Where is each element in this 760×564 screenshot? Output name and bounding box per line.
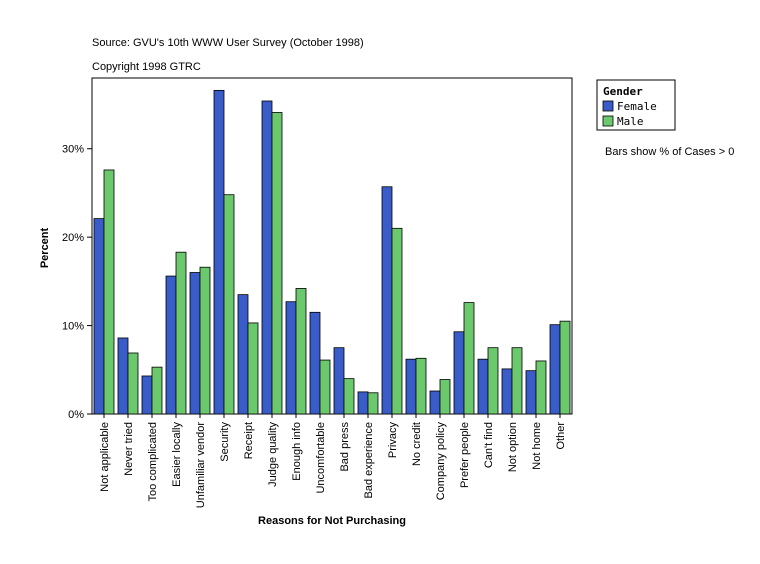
bar: [175, 251, 187, 415]
bar: [391, 227, 403, 415]
bar: [285, 301, 297, 415]
x-tick-label: No credit: [411, 422, 423, 466]
y-axis-label: Percent: [39, 227, 51, 268]
x-tick-label: Never tried: [123, 422, 135, 476]
y-tick-label: 20%: [62, 232, 84, 244]
bar: [117, 337, 129, 415]
bar: [477, 358, 489, 415]
bar: [367, 392, 379, 415]
x-tick-label: Unfamiliar vendor: [195, 422, 207, 509]
bar: [415, 357, 427, 415]
y-tick-label: 10%: [62, 321, 84, 333]
legend-swatch: [602, 115, 614, 127]
bar: [511, 347, 523, 415]
x-tick-label: Uncomfortable: [315, 422, 327, 494]
x-tick-label: Too complicated: [147, 422, 159, 502]
x-tick-label: Bad press: [339, 422, 351, 472]
bar: [453, 331, 465, 415]
y-tick-label: 0%: [68, 409, 84, 421]
bar: [141, 375, 153, 415]
bar: [237, 294, 249, 415]
legend-title: Gender: [603, 85, 643, 98]
x-tick-label: Prefer people: [459, 422, 471, 488]
x-tick-label: Not home: [531, 422, 543, 470]
note: Bars show % of Cases > 0: [605, 146, 734, 158]
bar: [463, 302, 475, 415]
bar: [439, 379, 451, 415]
bar: [127, 352, 139, 415]
x-axis-label: Reasons for Not Purchasing: [258, 515, 406, 527]
bar: [223, 194, 235, 415]
y-tick-label: 30%: [62, 144, 84, 156]
bar: [381, 186, 393, 415]
bar: [309, 311, 321, 415]
bar: [487, 347, 499, 415]
x-tick-label: Bad experience: [363, 422, 375, 498]
legend-label: Female: [617, 100, 657, 113]
x-tick-label: Privacy: [387, 422, 399, 459]
bar: [501, 368, 513, 415]
bar: [103, 169, 115, 415]
x-tick-label: Security: [219, 422, 231, 462]
bar: [535, 360, 547, 415]
bar: [405, 358, 417, 415]
x-tick-label: Judge quality: [267, 422, 279, 487]
bar: [549, 324, 561, 415]
chart-subtitle: Copyright 1998 GTRC: [92, 61, 201, 73]
chart-title: Source: GVU's 10th WWW User Survey (Octo…: [92, 37, 364, 49]
bar: [189, 272, 201, 415]
bar: [357, 391, 369, 415]
plot-area: [91, 77, 573, 415]
x-tick-label: Enough info: [291, 422, 303, 481]
x-tick-label: Not applicable: [99, 422, 111, 492]
x-tick-label: Not option: [507, 422, 519, 472]
bar: [295, 288, 307, 415]
bar: [271, 112, 283, 415]
bar: [333, 347, 345, 415]
bar: [165, 275, 177, 415]
x-tick-label: Receipt: [243, 422, 255, 459]
bar: [559, 320, 571, 415]
legend-swatch: [602, 100, 614, 112]
bar: [343, 378, 355, 415]
bar: [319, 359, 331, 415]
bar: [151, 366, 163, 415]
bar: [261, 100, 273, 415]
bar: [213, 89, 225, 415]
x-tick-label: Can't find: [483, 422, 495, 468]
x-tick-label: Easier locally: [171, 422, 183, 487]
x-tick-label: Company policy: [435, 422, 447, 501]
bar: [93, 218, 105, 415]
bar: [199, 266, 211, 415]
bar: [525, 370, 537, 415]
legend-label: Male: [617, 115, 644, 128]
bar: [429, 390, 441, 415]
bar: [247, 322, 259, 415]
x-tick-label: Other: [555, 422, 567, 450]
